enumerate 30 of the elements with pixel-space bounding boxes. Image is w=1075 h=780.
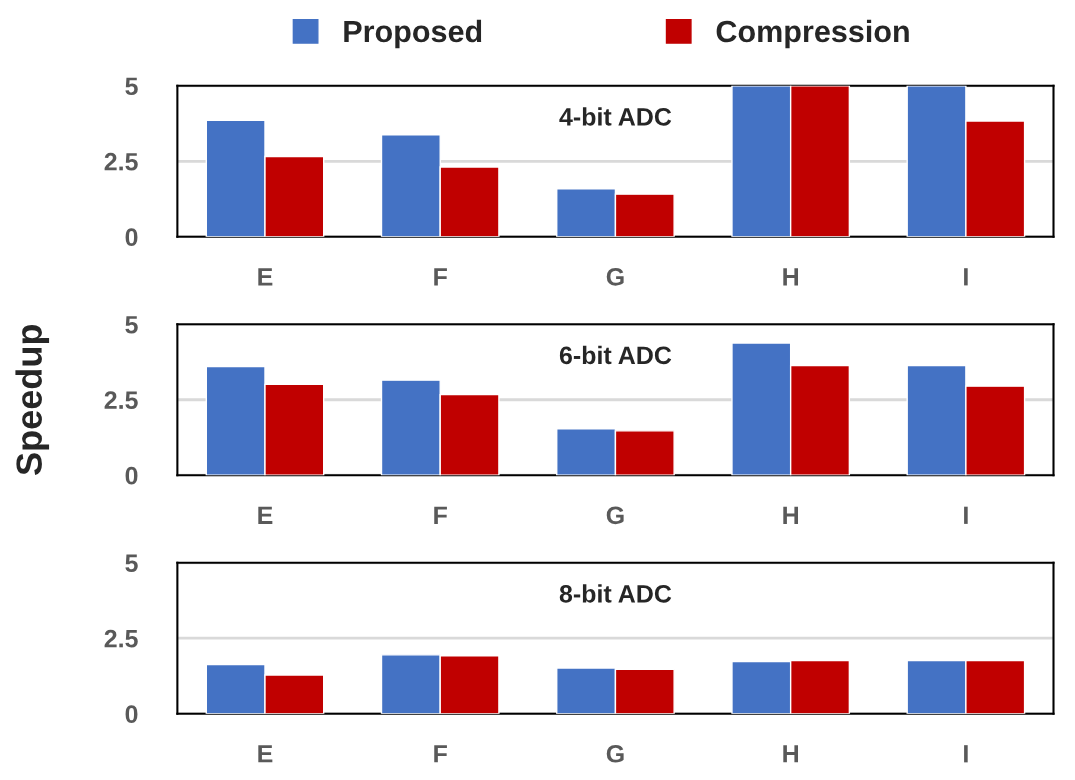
y-tick-label: 2.5	[104, 391, 138, 410]
legend-label: Proposed	[344, 19, 482, 49]
x-tick-label: I	[964, 506, 968, 524]
y-tick-label: 2.5	[104, 629, 138, 648]
x-tick-label: E	[258, 268, 273, 286]
y-tick-label: 5	[125, 77, 138, 96]
x-tick-label: G	[606, 744, 624, 763]
y-tick-label: 0	[125, 228, 138, 247]
text: 6-bit ADC	[559, 345, 672, 365]
text: 8-bit ADC	[559, 584, 672, 603]
y-axis-title: Speedup	[15, 324, 50, 475]
y-tick-label: 5	[125, 554, 138, 573]
x-tick-label: F	[434, 506, 447, 524]
y-tick-label: 0	[125, 466, 138, 485]
x-tick-label: I	[964, 745, 968, 763]
y-tick-label: 0	[125, 705, 138, 723]
x-tick-label: F	[434, 745, 447, 763]
x-tick-label: E	[258, 506, 273, 524]
x-tick-label: G	[606, 506, 624, 525]
x-tick-label: F	[434, 268, 447, 286]
y-tick-label: 5	[125, 316, 138, 334]
x-tick-label: G	[606, 267, 624, 286]
x-tick-label: E	[258, 745, 273, 763]
x-tick-label: H	[783, 268, 799, 286]
x-tick-label: H	[783, 745, 799, 763]
x-tick-label: H	[783, 506, 799, 524]
x-tick-label: I	[964, 268, 968, 286]
text: 4-bit ADC	[559, 107, 672, 126]
legend-label: Compression	[716, 19, 909, 49]
y-tick-label: 2.5	[104, 152, 138, 171]
